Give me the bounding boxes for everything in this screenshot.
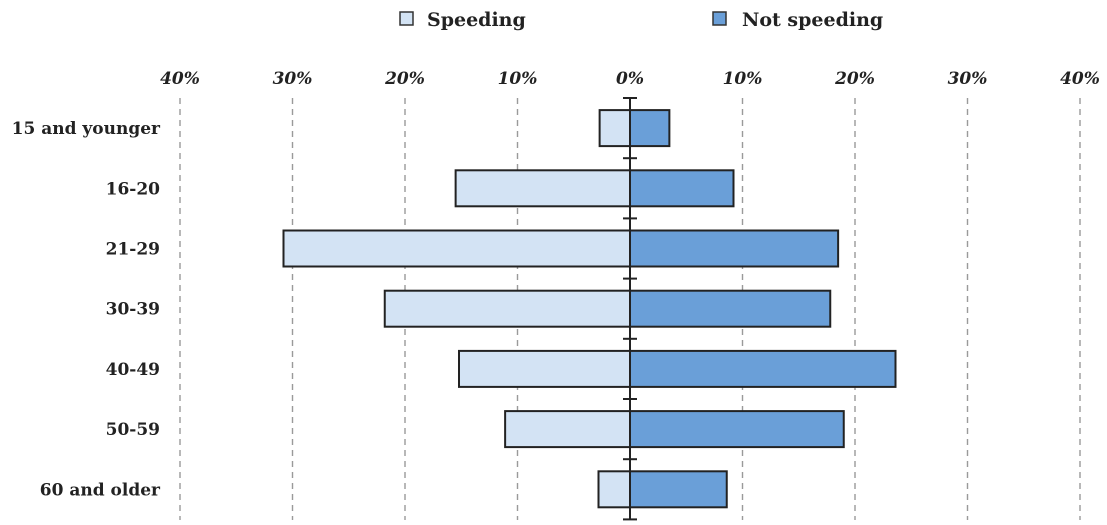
bar-speeding [458,349,631,388]
bar-not-speeding [629,289,832,328]
bars [282,109,897,509]
x-tick-label: 20% [834,69,875,89]
x-tick-label: 30% [273,69,313,89]
bar-speeding [383,289,631,328]
legend-label-speeding: Speeding [427,9,526,31]
category-label: 15 and younger [12,119,161,139]
bar-speeding [504,410,631,449]
bar-not-speeding [629,410,845,449]
x-tick-label: 20% [384,69,425,89]
center-axis [623,97,637,521]
category-label: 21-29 [106,240,160,260]
x-tick-label: 40% [1060,69,1100,89]
legend-swatch-not-speeding [712,11,727,26]
category-label: 16-20 [106,179,161,199]
x-tick-label: 30% [948,69,988,89]
bar-not-speeding [629,349,897,388]
bar-not-speeding [629,109,671,148]
bar-not-speeding [629,470,728,509]
x-tick-label: 10% [723,69,763,89]
x-axis-ticks: 40% 30% 20% 10% 0% 10% 20% 30% 40% [160,69,1100,89]
bar-speeding [598,109,631,148]
category-labels: 15 and younger 16-20 21-29 30-39 40-49 50-59 6… [12,119,161,500]
legend-label-not-speeding: Not speeding [742,9,883,31]
category-label: 50-59 [106,420,160,440]
x-tick-label: 0% [616,69,644,89]
category-label: 40-49 [106,360,160,380]
x-tick-label: 10% [498,69,538,89]
legend: Speeding Not speeding [399,9,883,31]
x-tick-label: 40% [160,69,200,89]
legend-swatch-speeding [399,11,414,26]
bar-speeding [597,470,631,509]
bar-not-speeding [629,169,735,208]
category-label: 60 and older [40,480,161,500]
bar-not-speeding [629,229,840,268]
bar-speeding [282,229,631,268]
bar-speeding [454,169,631,208]
category-label: 30-39 [106,300,160,320]
